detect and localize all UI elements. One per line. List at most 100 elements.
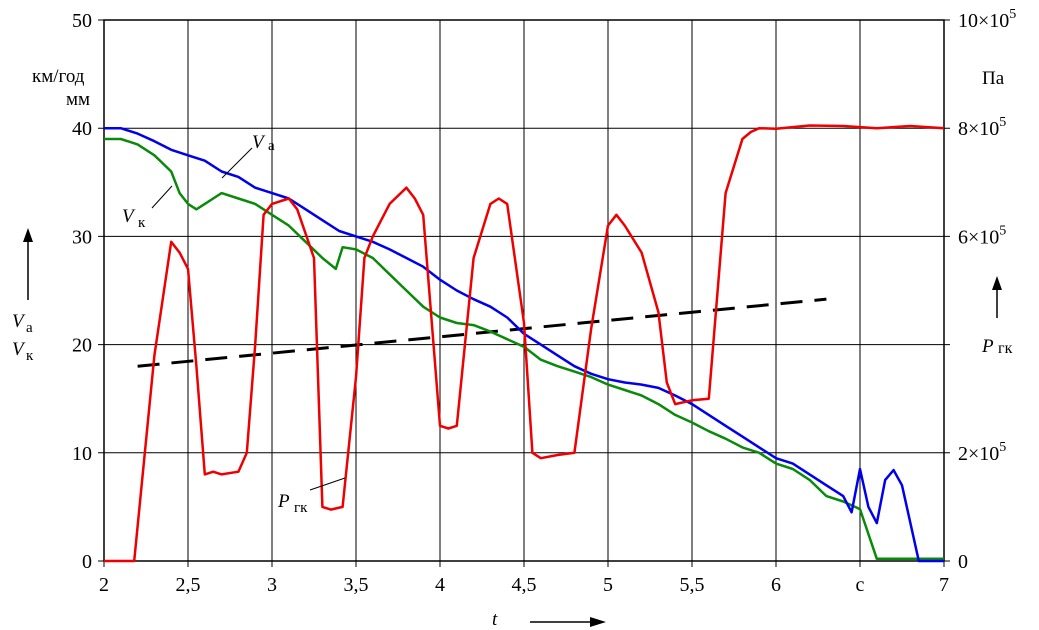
data-point <box>341 246 343 248</box>
data-point <box>624 389 626 391</box>
data-point <box>909 558 911 560</box>
left-axis-arrow-head <box>23 228 33 242</box>
data-point <box>808 473 810 475</box>
y-tick-label: 30 <box>72 226 92 248</box>
data-point <box>724 438 726 440</box>
x-axis-arrow-head <box>590 617 606 627</box>
data-point <box>674 394 676 396</box>
data-point <box>590 327 592 329</box>
right-axis-var: P <box>981 336 994 357</box>
data-point <box>724 425 726 427</box>
data-point <box>388 273 390 275</box>
y2-tick-label: 2×105 <box>958 440 1006 465</box>
y2-tick-mantissa: 10×10 <box>958 10 1009 32</box>
data-point <box>439 316 441 318</box>
data-point <box>876 522 878 524</box>
data-point <box>758 452 760 454</box>
data-point <box>204 203 206 205</box>
data-point <box>388 203 390 205</box>
data-point <box>758 446 760 448</box>
data-point <box>876 127 878 129</box>
data-point <box>615 214 617 216</box>
vk-annotation-sub: к <box>138 215 146 231</box>
data-point <box>691 399 693 401</box>
data-point <box>212 471 214 473</box>
data-point <box>355 376 357 378</box>
x-axis-var: t <box>492 609 498 630</box>
data-point <box>943 127 945 129</box>
data-point <box>708 414 710 416</box>
data-point <box>212 197 214 199</box>
data-point <box>321 257 323 259</box>
data-point <box>867 506 869 508</box>
data-point <box>640 251 642 253</box>
data-point <box>237 197 239 199</box>
data-point <box>254 343 256 345</box>
data-point <box>775 462 777 464</box>
left-unit-label-2: мм <box>66 89 90 110</box>
data-point <box>808 124 810 126</box>
data-point <box>335 268 337 270</box>
data-point <box>388 248 390 250</box>
data-point <box>170 241 172 243</box>
y2-tick-exponent: 5 <box>999 223 1006 238</box>
data-point <box>640 394 642 396</box>
data-point <box>842 495 844 497</box>
data-point <box>254 203 256 205</box>
data-point <box>422 265 424 267</box>
data-point <box>640 383 642 385</box>
y-tick-label: 50 <box>72 10 92 32</box>
y2-tick-exponent: 5 <box>999 440 1006 455</box>
data-point <box>153 154 155 156</box>
data-point <box>909 522 911 524</box>
data-point <box>204 159 206 161</box>
data-point <box>741 446 743 448</box>
data-point <box>523 322 525 324</box>
data-point <box>439 425 441 427</box>
data-point <box>120 138 122 140</box>
data-point <box>724 192 726 194</box>
data-point <box>531 452 533 454</box>
data-point <box>850 511 852 513</box>
x-tick-label: 3,5 <box>344 574 369 596</box>
y-tick-label: 40 <box>72 118 92 140</box>
vk-annotation-var: V <box>122 206 136 227</box>
data-point <box>792 468 794 470</box>
series-vк-group <box>104 137 944 561</box>
data-point <box>506 316 508 318</box>
data-point <box>456 425 458 427</box>
data-point <box>792 126 794 128</box>
data-point <box>204 473 206 475</box>
series-vа-group <box>104 126 944 563</box>
data-point <box>859 508 861 510</box>
data-point <box>666 381 668 383</box>
data-point <box>792 462 794 464</box>
vk-leader-line <box>151 185 173 209</box>
data-point <box>178 192 180 194</box>
data-point <box>153 140 155 142</box>
data-point <box>220 170 222 172</box>
data-point <box>321 219 323 221</box>
x-tick-label: 7 <box>939 574 949 596</box>
data-point <box>498 197 500 199</box>
data-point <box>708 430 710 432</box>
data-point <box>657 311 659 313</box>
data-point <box>472 324 474 326</box>
data-point <box>195 365 197 367</box>
data-point <box>363 257 365 259</box>
series-annotations: V а V к P гк <box>122 132 346 516</box>
trend-layer <box>137 297 827 368</box>
data-point <box>262 214 264 216</box>
y-tick-label: 0 <box>82 551 92 573</box>
grid <box>98 19 950 567</box>
y2-tick-label: 0 <box>958 551 968 573</box>
series-line-v-а <box>104 126 944 563</box>
data-point <box>472 257 474 259</box>
data-point <box>271 214 273 216</box>
data-point <box>556 354 558 356</box>
plot-frame <box>103 19 945 562</box>
y2-tick-mantissa: 0 <box>958 551 968 573</box>
data-point <box>867 533 869 535</box>
data-point <box>313 257 315 259</box>
data-point <box>624 381 626 383</box>
